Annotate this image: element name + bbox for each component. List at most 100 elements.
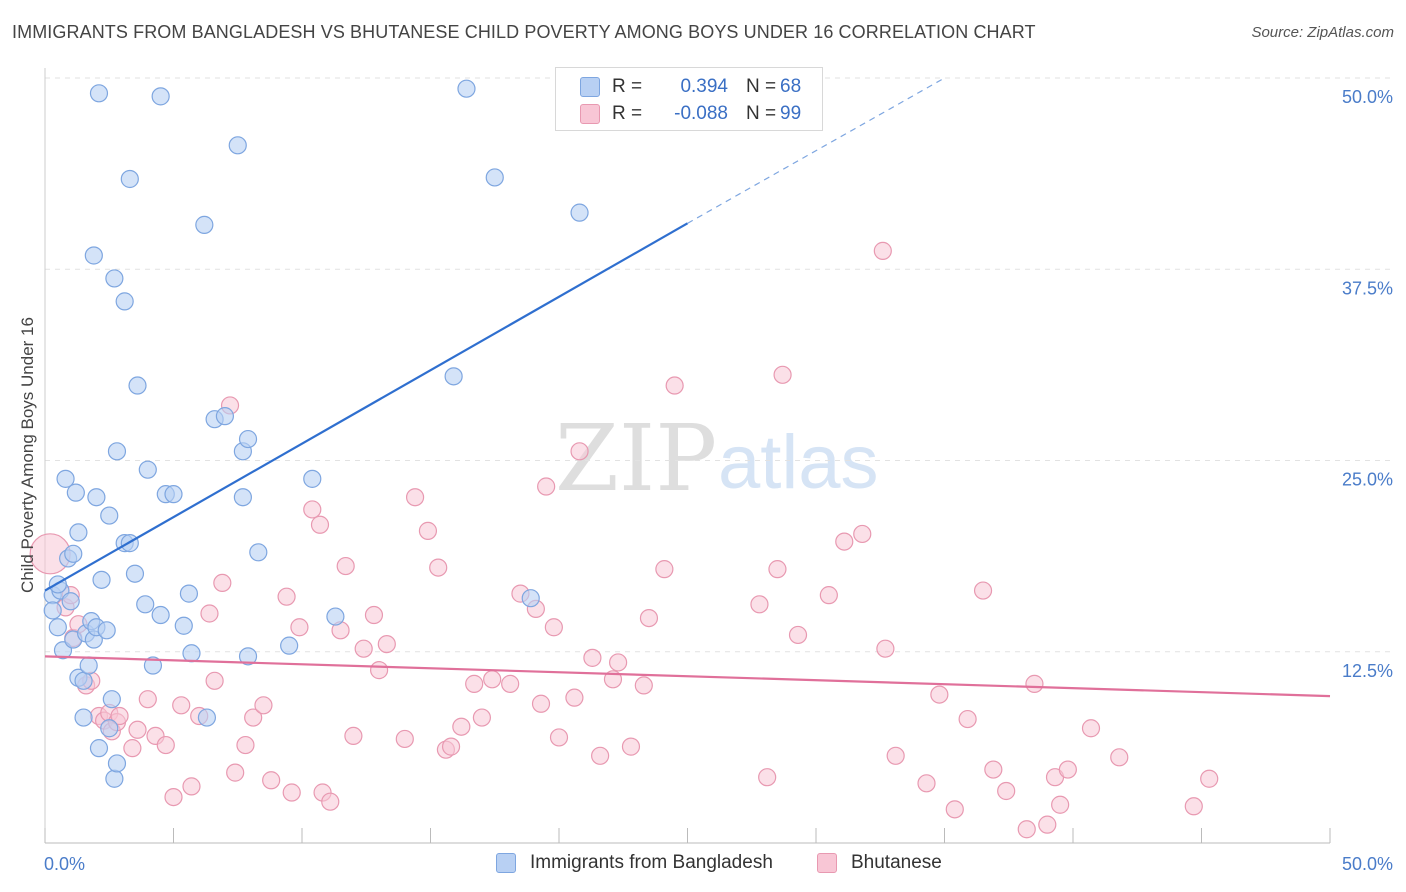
bangladesh-point [521,589,540,608]
bhutanese-point [1200,769,1219,788]
bangladesh-point [48,618,67,637]
bhutanese-point [1058,760,1077,779]
bangladesh-point [128,376,147,395]
bangladesh-point [136,595,155,614]
bangladesh-point [228,136,247,155]
legend-swatch-pink [580,104,600,124]
bhutanese-point [639,608,659,628]
bangladesh-point [64,544,83,563]
bangladesh-point [151,605,170,625]
bhutanese-point [138,690,157,709]
bhutanese-point [310,515,330,534]
bhutanese-point [254,696,273,715]
bhutanese-point [544,618,563,637]
bhutanese-point [226,763,245,782]
bangladesh-point [195,215,214,234]
bhutanese-point [110,706,129,726]
bhutanese-point [483,670,502,689]
bangladesh-point [89,739,109,758]
source-label: Source: ZipAtlas.com [1251,24,1394,41]
bangladesh-point [69,523,88,542]
axes [44,68,1331,844]
bangladesh-point [238,429,258,449]
legend-label-bangladesh: Immigrants from Bangladesh [530,852,773,873]
bhutanese-point [549,728,569,747]
legend-item-bhutanese[interactable]: Bhutanese [817,852,942,874]
legend-n-label: N = [746,103,777,124]
bhutanese-point [244,708,263,727]
bhutanese-point [429,558,448,577]
bhutanese-point [156,735,175,755]
bangladesh-point [457,79,476,98]
bangladesh-point [61,592,80,611]
bhutanese-point [609,653,628,672]
bangladesh-point [87,488,106,507]
bangladesh-point [92,570,111,589]
bhutanese-point [465,674,484,693]
bhutanese-point [1081,719,1101,738]
bhutanese-point [290,618,309,637]
grid-lines [45,77,1392,653]
legend-n-value: 68 [780,76,802,97]
legend-label-bhutanese: Bhutanese [851,852,942,873]
bhutanese-point [835,532,854,551]
legend-row-bangladesh: R = 0.394 N = 68 [580,74,801,100]
bangladesh-point [249,543,268,562]
bhutanese-point [591,746,610,765]
bhutanese-point [873,241,892,260]
bhutanese-point [354,639,373,658]
bhutanese-point [336,556,355,576]
bangladesh-point [66,483,85,502]
bhutanese-point [621,737,641,756]
bangladesh-point [89,84,109,103]
bhutanese-point [634,676,653,695]
bangladesh-point [326,607,345,626]
bhutanese-point [321,792,340,811]
legend-row-bhutanese: R = -0.088 N = 99 [580,101,801,127]
chart-title: IMMIGRANTS FROM BANGLADESH VS BHUTANESE … [12,22,1036,42]
bhutanese-point [472,708,491,727]
legend-n-value: 99 [780,103,802,124]
bhutanese-point [655,560,674,579]
bhutanese-point [213,573,232,593]
bangladesh-point [182,644,201,663]
bhutanese-point [164,787,183,807]
series-legend: Immigrants from Bangladesh Bhutanese [0,852,1406,878]
bangladesh-point [143,656,163,675]
bangladesh-trend-extension [687,77,945,224]
y-tick-label: 25.0% [1342,470,1393,490]
x-tick-label: 50.0% [1342,854,1393,874]
bangladesh-point [74,708,93,727]
legend-r-label: R = [612,103,643,124]
bangladesh-point [43,601,62,620]
bhutanese-point [418,521,438,540]
legend-swatch-pink [817,853,837,873]
bhutanese-point [182,777,201,796]
bhutanese-point [945,800,964,819]
bangladesh-point [233,488,252,507]
bhutanese-point [570,442,589,461]
y-axis-label: Child Poverty Among Boys Under 16 [18,317,37,593]
bangladesh-point [164,485,183,504]
bangladesh-point [56,469,75,488]
bhutanese-point [1184,797,1203,816]
bhutanese-point [364,605,384,625]
legend-item-bangladesh[interactable]: Immigrants from Bangladesh [496,852,773,874]
bhutanese-points [29,241,1219,839]
bhutanese-point [917,774,936,793]
bangladesh-point [303,469,322,488]
bhutanese-point [773,365,792,384]
bangladesh-point [74,671,93,690]
y-tick-label: 37.5% [1342,278,1393,298]
legend-r-value: 0.394 [680,76,728,97]
bangladesh-point [120,169,139,189]
bhutanese-point [876,639,895,658]
bhutanese-point [405,488,425,507]
bangladesh-point [84,246,103,265]
bhutanese-point [768,560,787,579]
legend-r-value: -0.088 [674,103,728,124]
bhutanese-point [788,625,808,645]
bangladesh-point [197,708,217,727]
bhutanese-point [930,685,949,704]
